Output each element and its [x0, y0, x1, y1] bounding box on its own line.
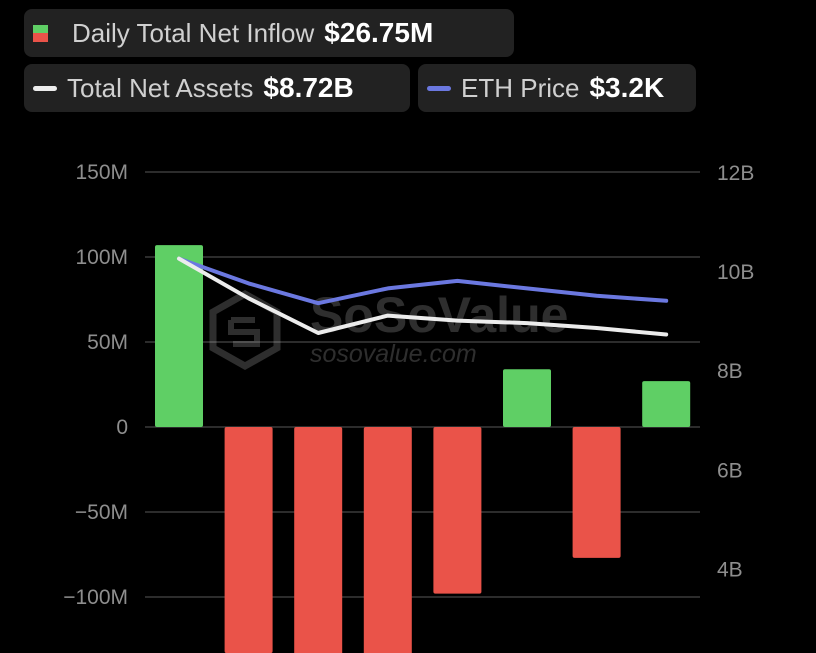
inflow-bar[interactable]: [294, 427, 343, 653]
inflow-bar[interactable]: [224, 427, 273, 653]
left-tick-label: 100M: [75, 246, 128, 269]
legend-total-net-assets[interactable]: Total Net Assets $8.72B: [24, 64, 410, 112]
inflow-swatch-icon: [33, 24, 48, 42]
right-tick-label: 6B: [717, 459, 743, 482]
right-tick-label: 10B: [717, 261, 754, 284]
swatch-negative: [33, 33, 48, 42]
series-lines: [177, 256, 669, 337]
inflow-bars: [155, 245, 691, 653]
legend-daily-inflow[interactable]: Daily Total Net Inflow $26.75M: [24, 9, 514, 57]
eth-line-icon: [427, 85, 451, 91]
inflow-bar[interactable]: [363, 427, 412, 653]
left-tick-label: 0: [116, 416, 128, 439]
left-axis: 150M 100M 50M 0 −50M −100M: [63, 161, 128, 609]
right-axis: 12B 10B 8B 6B 4B: [717, 162, 754, 582]
left-tick-label: −100M: [63, 586, 128, 609]
legend-eth-price[interactable]: ETH Price $3.2K: [418, 64, 696, 112]
left-tick-label: 150M: [75, 161, 128, 184]
total-net-assets-line: [177, 256, 669, 337]
left-tick-label: 50M: [87, 331, 128, 354]
right-tick-label: 8B: [717, 360, 743, 383]
legend-inflow-value: $26.75M: [324, 17, 434, 48]
left-tick-label: −50M: [75, 501, 128, 524]
legend-inflow-label: Daily Total Net Inflow: [72, 17, 315, 48]
eth-price-line: [177, 256, 669, 306]
watermark: SoSoValue sosovalue.com: [209, 287, 568, 371]
inflow-bar[interactable]: [433, 427, 482, 594]
legend-assets-value: $8.72B: [263, 72, 354, 103]
right-tick-label: 4B: [717, 559, 743, 582]
right-tick-label: 12B: [717, 162, 754, 185]
assets-line-icon: [33, 85, 57, 91]
swatch-positive: [33, 24, 48, 33]
watermark-url: sosovalue.com: [310, 340, 477, 368]
sosovalue-logo-icon: [209, 289, 281, 371]
inflow-bar[interactable]: [503, 369, 551, 427]
legend-assets-label: Total Net Assets: [67, 72, 254, 103]
inflow-bar[interactable]: [572, 427, 621, 558]
inflow-bar[interactable]: [155, 245, 203, 427]
inflow-bar[interactable]: [642, 381, 691, 427]
legend-eth-label: ETH Price: [461, 72, 580, 103]
legend-eth-value: $3.2K: [589, 72, 665, 103]
